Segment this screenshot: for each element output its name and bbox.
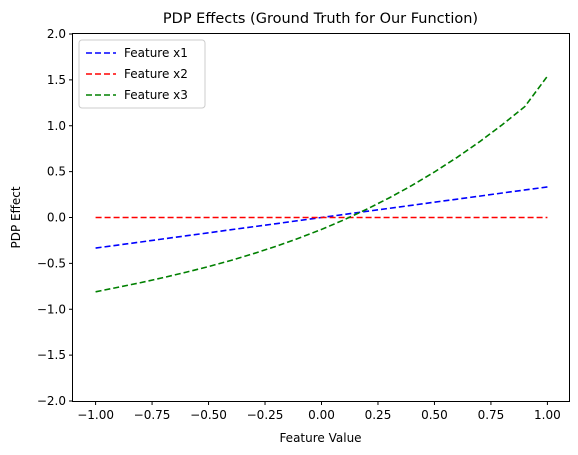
legend-label: Feature x3	[124, 88, 188, 102]
legend-label: Feature x1	[124, 46, 188, 60]
y-axis-label: PDP Effect	[9, 186, 23, 248]
x-tick-label: −1.00	[77, 408, 114, 422]
legend-box	[78, 39, 206, 109]
y-tick-label: 1.0	[47, 119, 66, 133]
x-tick-label: 0.25	[365, 408, 392, 422]
y-tick-label: 2.0	[47, 27, 66, 41]
y-tick-label: −1.5	[37, 348, 66, 362]
x-tick-label: 0.50	[421, 408, 448, 422]
y-tick-label: 1.5	[47, 73, 66, 87]
x-tick-label: −0.25	[247, 408, 284, 422]
x-tick-label: −0.75	[134, 408, 171, 422]
y-tick-label: 0.0	[47, 211, 66, 225]
y-axis-ticks: −2.0 −1.5 −1.0 −0.5 0.0 0.5 1.0 1.5 2.0	[37, 27, 73, 408]
series-line-3	[95, 75, 549, 293]
legend: Feature x1 Feature x2 Feature x3	[78, 39, 206, 109]
y-tick-label: −2.0	[37, 394, 66, 408]
x-tick-label: 0.75	[478, 408, 505, 422]
x-axis-label: Feature Value	[279, 431, 361, 445]
y-tick-label: −0.5	[37, 256, 66, 270]
x-axis-ticks: −1.00 −0.75 −0.50 −0.25 0.00 0.25 0.50 0.75 1.00	[77, 401, 561, 422]
y-tick-label: 0.5	[47, 165, 66, 179]
x-tick-label: −0.50	[190, 408, 227, 422]
y-tick-label: −1.0	[37, 302, 66, 316]
chart-title: PDP Effects (Ground Truth for Our Functi…	[163, 11, 478, 27]
x-tick-label: 1.00	[534, 408, 561, 422]
x-tick-label: 0.00	[308, 408, 335, 422]
legend-label: Feature x2	[124, 67, 188, 81]
series-lines	[95, 75, 549, 293]
